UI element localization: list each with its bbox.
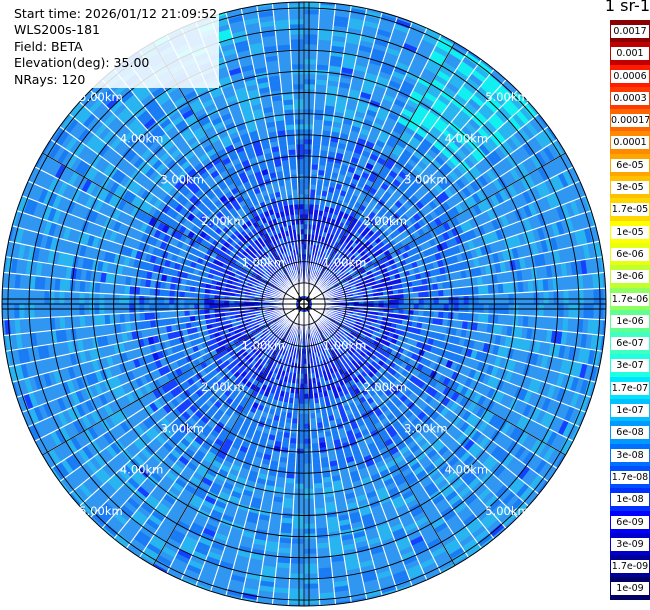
colorbar-tick-label: 1.7e-06 <box>611 292 649 306</box>
colorbar-tick-label: 1e-07 <box>611 404 649 418</box>
instrument-name: WLS200s-181 <box>14 22 100 38</box>
range-ring-label: 4.00km <box>445 463 488 477</box>
colorbar-tick-label: 6e-09 <box>611 515 649 529</box>
colorbar-segment: 1e-08 <box>610 488 650 511</box>
colorbar-tick-label: 1.7e-09 <box>611 560 649 574</box>
start-time-text: Start time: 2026/01/12 21:09:52 <box>14 6 218 21</box>
colorbar-segment: 1e-05 <box>610 220 650 243</box>
colorbar-segment: 1.7e-06 <box>610 287 650 310</box>
colorbar: 0.0017 0.001 0.0006 0.0003 0.00017 0.0001 6e-0… <box>610 20 650 600</box>
range-ring-label: 3.00km <box>404 173 447 187</box>
colorbar-segment: 1e-06 <box>610 309 650 333</box>
range-ring-label: 4.00km <box>120 131 163 145</box>
colorbar-segment: 6e-06 <box>610 242 650 266</box>
range-ring-label: 5.00km <box>79 504 122 518</box>
range-ring-label: 5.00km <box>485 90 528 104</box>
colorbar-tick-label: 6e-08 <box>611 426 649 440</box>
colorbar-tick-label: 0.00017 <box>611 114 649 128</box>
colorbar-tick-label: 1e-09 <box>611 582 649 596</box>
colorbar-tick-label: 0.0006 <box>611 69 649 83</box>
colorbar-segment: 0.0001 <box>610 131 650 154</box>
elevation-text: Elevation(deg): 35.00 <box>14 55 150 71</box>
range-ring-labels: 1.00km 1.00km 1.00km 1.00km 2.00km 2.00km 2.00… <box>79 90 528 518</box>
range-ring-label: 5.00km <box>79 90 122 104</box>
colorbar-tick-label: 6e-05 <box>611 158 649 172</box>
range-ring-label: 2.00km <box>363 214 406 228</box>
range-ring-label: 1.00km <box>242 338 285 352</box>
colorbar-segment: 1e-09 <box>610 577 650 600</box>
colorbar-tick-label: 3e-07 <box>611 359 649 373</box>
colorbar-tick-label: 3e-09 <box>611 537 649 551</box>
colorbar-segment: 6e-09 <box>610 510 650 533</box>
colorbar-tick-label: 6e-06 <box>611 247 649 261</box>
range-ring-label: 1.00km <box>323 338 366 352</box>
colorbar-segment: 6e-08 <box>610 421 650 444</box>
colorbar-segment: 1.7e-05 <box>610 198 650 221</box>
colorbar-segment: 1e-07 <box>610 399 650 422</box>
colorbar-segment: 0.00017 <box>610 109 650 132</box>
radar-center-marker <box>298 298 310 310</box>
range-ring-label: 1.00km <box>242 256 285 270</box>
colorbar-tick-label: 1.7e-07 <box>611 381 649 395</box>
range-ring-label: 2.00km <box>201 380 244 394</box>
range-ring-label: 2.00km <box>201 214 244 228</box>
range-ring-label: 3.00km <box>160 173 203 187</box>
colorbar-tick-label: 0.0017 <box>611 25 649 38</box>
colorbar-tick-label: 1.7e-05 <box>611 203 649 217</box>
colorbar-tick-label: 0.0003 <box>611 91 649 105</box>
colorbar-segment: 6e-07 <box>610 332 650 355</box>
range-ring-label: 5.00km <box>485 504 528 518</box>
colorbar-tick-label: 1e-06 <box>611 314 649 328</box>
colorbar-tick-label: 1e-05 <box>611 225 649 239</box>
range-ring-label: 1.00km <box>323 256 366 270</box>
colorbar-segment: 0.0017 <box>610 20 650 43</box>
colorbar-tick-label: 0.0001 <box>611 136 649 150</box>
colorbar-tick-label: 1.7e-08 <box>611 470 649 484</box>
range-ring-label: 2.00km <box>363 380 406 394</box>
range-ring-label: 3.00km <box>160 421 203 435</box>
colorbar-segment: 3e-06 <box>610 265 650 288</box>
colorbar-segment: 0.001 <box>610 42 650 65</box>
colorbar-tick-label: 3e-06 <box>611 270 649 284</box>
range-ring-label: 4.00km <box>445 131 488 145</box>
colorbar-tick-label: 6e-07 <box>611 337 649 351</box>
nrays-text: NRays: 120 <box>14 71 86 87</box>
colorbar-segment: 0.0006 <box>610 64 650 87</box>
colorbar-unit-label: m-1 sr-1 <box>606 0 650 15</box>
colorbar-segment: 3e-07 <box>610 354 650 377</box>
colorbar-segment: 3e-08 <box>610 443 650 466</box>
range-ring-label: 4.00km <box>120 463 163 477</box>
colorbar-segment: 3e-05 <box>610 176 650 199</box>
scan-info-panel: Start time: 2026/01/12 21:09:52 WLS200s-… <box>12 6 220 89</box>
colorbar-tick-label: 0.001 <box>611 47 649 61</box>
colorbar-segment: 3e-09 <box>610 532 650 556</box>
colorbar-tick-label: 3e-05 <box>611 181 649 195</box>
colorbar-tick-label: 3e-08 <box>611 448 649 462</box>
colorbar-segment: 6e-05 <box>610 153 650 177</box>
colorbar-segment: 1.7e-08 <box>610 465 650 489</box>
field-text: Field: BETA <box>14 38 83 54</box>
colorbar-tick-label: 1e-08 <box>611 493 649 507</box>
range-ring-label: 3.00km <box>404 421 447 435</box>
colorbar-segment: 0.0003 <box>610 86 650 110</box>
colorbar-segment: 1.7e-07 <box>610 376 650 400</box>
colorbar-segment: 1.7e-09 <box>610 555 650 578</box>
